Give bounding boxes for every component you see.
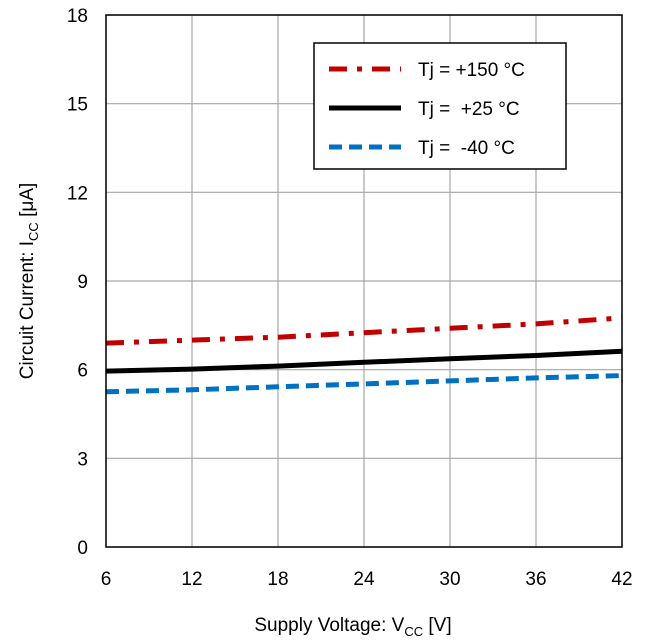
x-tick-label: 12 [181, 569, 202, 590]
x-tick-label: 18 [267, 569, 288, 590]
y-tick-label: 18 [67, 6, 88, 27]
x-axis-label-sub: CC [404, 624, 423, 639]
x-tick-label: 42 [611, 569, 632, 590]
y-tick-label: 9 [77, 272, 88, 293]
series-group [105, 315, 623, 395]
y-axis-label: Circuit Current: ICC [μA] [17, 183, 41, 380]
y-tick-label: 0 [77, 538, 88, 559]
x-tick-label: 24 [353, 569, 375, 590]
x-axis-label: Supply Voltage: VCC [V] [254, 615, 451, 639]
y-tick-label: 15 [67, 95, 88, 116]
legend: Tj = +150 °C Tj = +25 °C Tj = -40 °C [313, 42, 567, 170]
y-axis-label-sub: CC [26, 222, 41, 241]
y-tick-label: 12 [67, 183, 88, 204]
y-axis-label-main: Circuit Current: I [17, 241, 38, 379]
plot-frame [105, 14, 623, 548]
legend-label: Tj = -40 °C [418, 138, 515, 159]
x-tick-label: 30 [439, 569, 460, 590]
x-axis-label-unit: [V] [423, 615, 452, 636]
x-tick-label: 36 [525, 569, 546, 590]
x-tick-label: 6 [101, 569, 112, 590]
x-axis-label-main: Supply Voltage: V [254, 615, 404, 636]
y-tick-label: 3 [77, 449, 88, 470]
legend-label: Tj = +25 °C [418, 99, 520, 120]
series-line [105, 348, 623, 374]
x-tick-labels: 6 12 18 24 30 36 42 [101, 569, 633, 590]
series-line [105, 315, 623, 346]
y-axis-label-unit: [μA] [17, 183, 38, 222]
series-line [105, 373, 623, 395]
y-tick-label: 6 [77, 361, 88, 382]
legend-label: Tj = +150 °C [418, 60, 525, 81]
y-tick-labels: 0 3 6 9 12 15 18 [67, 6, 88, 559]
